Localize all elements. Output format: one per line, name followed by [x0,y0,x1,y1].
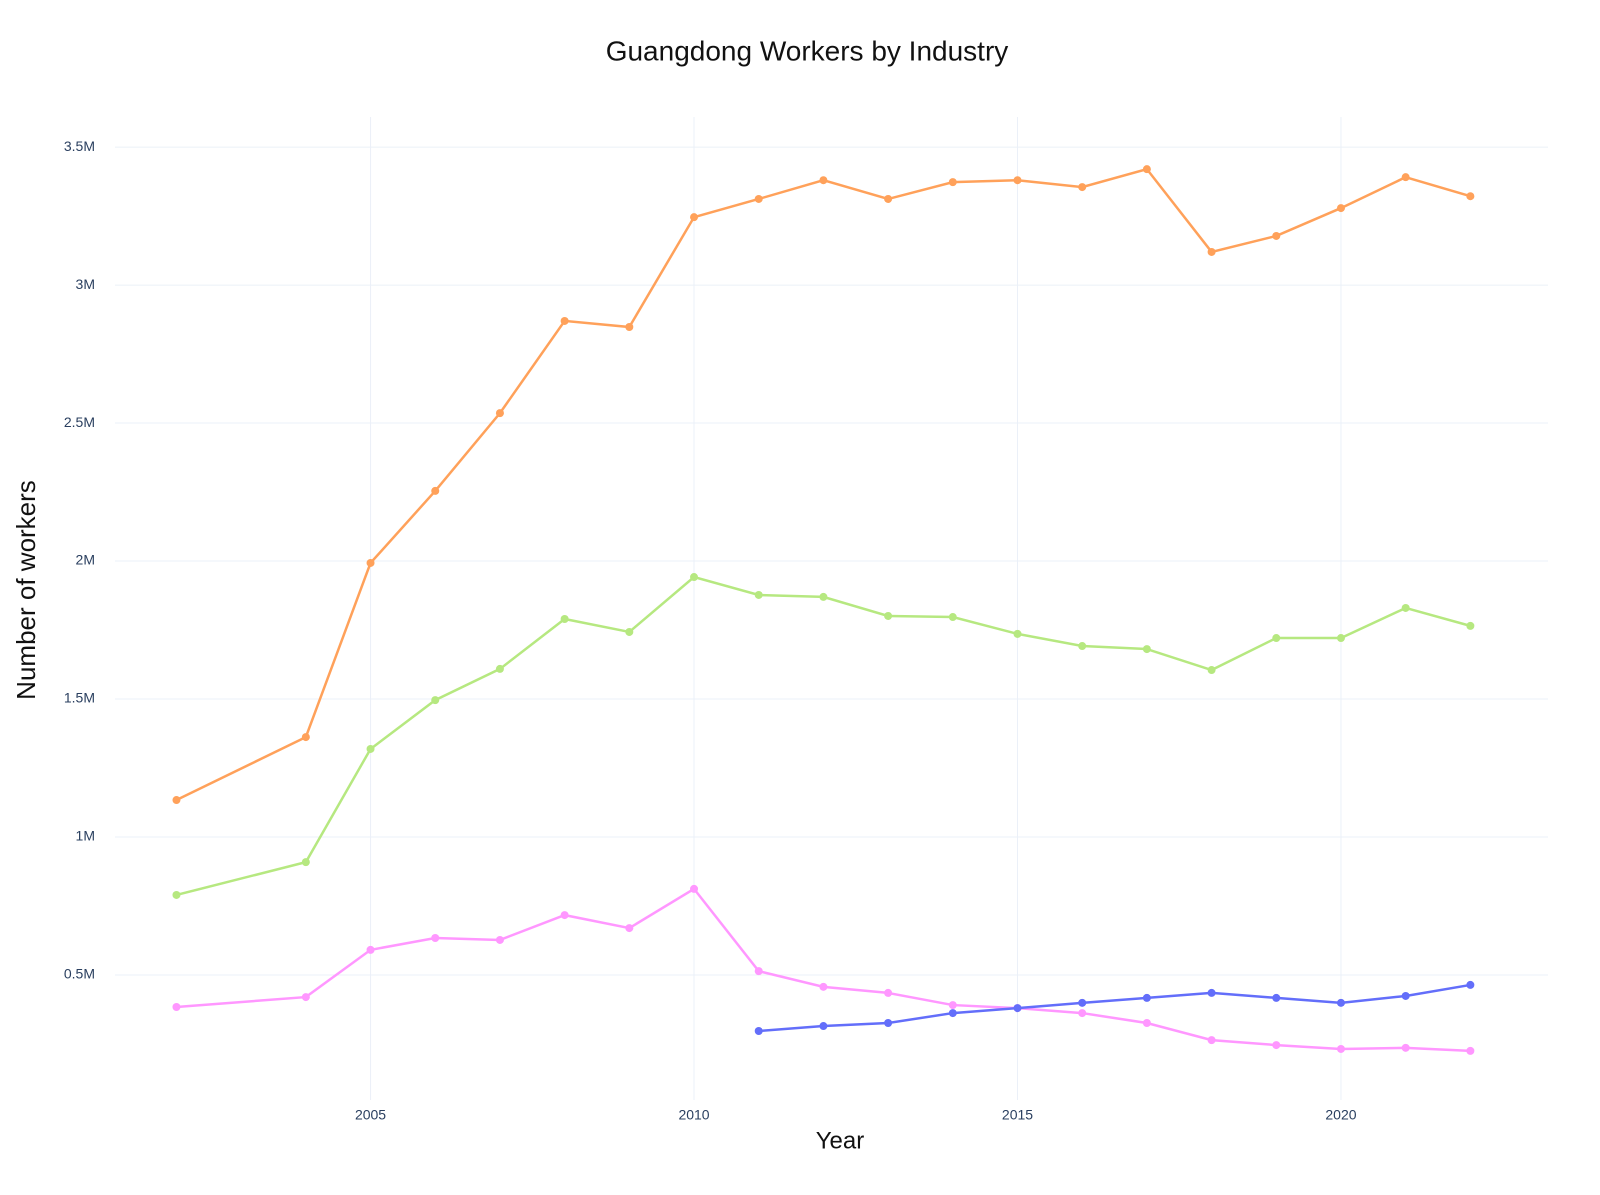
data-point [1336,634,1345,643]
data-point [690,573,699,582]
y-tick-label: 2M [76,552,95,568]
data-point [1207,988,1216,997]
data-point [1078,1009,1087,1018]
series-line [176,575,1471,897]
data-point [948,1001,957,1010]
data-point [1013,629,1022,638]
data-point [1207,247,1216,256]
data-point [1142,1019,1151,1028]
data-point [1272,1041,1281,1050]
data-point [819,982,828,991]
data-point [301,733,310,742]
data-point [1272,993,1281,1002]
data-point [1401,1043,1410,1052]
data-point [301,993,310,1002]
data-point [884,1019,893,1028]
data-point [495,664,504,673]
data-point [884,611,893,620]
data-point [884,194,893,203]
data-point [1272,634,1281,643]
data-point [948,178,957,187]
data-point [1466,621,1475,630]
data-point [560,316,569,325]
data-point [754,967,763,976]
data-point [1207,1036,1216,1045]
data-point [495,409,504,418]
series-line [758,983,1471,1033]
data-point [1466,192,1475,201]
data-point [1078,642,1087,651]
data-point [625,924,634,933]
data-point [819,1022,828,1031]
data-point [690,213,699,222]
series-line [176,887,1471,1053]
data-point [1272,231,1281,240]
data-point [948,613,957,622]
data-point [690,884,699,893]
data-point [754,1027,763,1036]
data-point [1142,165,1151,174]
data-point [1078,998,1087,1007]
data-point [1401,991,1410,1000]
data-point [754,590,763,599]
y-axis-title: Number of workers [11,480,41,700]
data-point [1336,998,1345,1007]
data-point [819,592,828,601]
data-point [754,194,763,203]
y-tick-label: 3M [76,276,95,292]
data-point [560,614,569,623]
y-tick-label: 0.5M [64,966,95,982]
data-point [560,911,569,920]
data-point [1466,980,1475,989]
y-tick-label: 2.5M [64,414,95,430]
data-point [431,486,440,495]
data-point [1401,173,1410,182]
data-point [172,1002,181,1011]
data-point [172,890,181,899]
data-point [1336,1044,1345,1053]
data-point [625,323,634,332]
data-point [431,696,440,705]
data-point [1013,1004,1022,1013]
data-point [1078,183,1087,192]
data-point [1466,1046,1475,1055]
series-line [175,167,1471,802]
data-point [819,176,828,185]
data-point [431,934,440,943]
data-point [1013,176,1022,185]
chart-title: Guangdong Workers by Industry [606,35,1009,66]
y-tick-label: 3.5M [64,138,95,154]
y-tick-label: 1.5M [64,690,95,706]
data-point [172,796,181,805]
data-point [1207,666,1216,675]
data-point [948,1009,957,1018]
data-point [1142,993,1151,1002]
data-point [301,858,310,867]
x-tick-label: 2020 [1325,1107,1356,1123]
x-tick-label: 2005 [355,1107,386,1123]
data-point [366,744,375,753]
data-point [1336,204,1345,213]
data-point [366,558,375,567]
x-tick-label: 2010 [678,1107,709,1123]
data-point [1142,645,1151,654]
x-axis-title: Year [816,1127,865,1154]
data-point [625,627,634,636]
x-tick-label: 2015 [1002,1107,1033,1123]
data-point [884,988,893,997]
data-point [366,945,375,954]
data-point [495,935,504,944]
y-tick-label: 1M [76,828,95,844]
data-point [1401,603,1410,612]
